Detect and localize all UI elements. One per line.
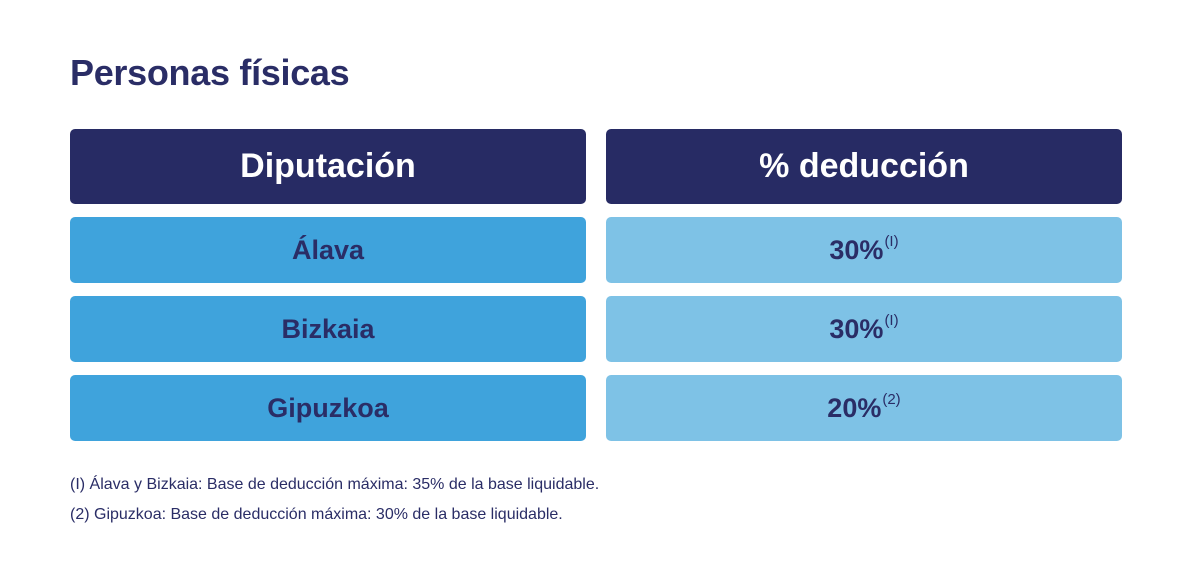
footnotes: (I) Álava y Bizkaia: Base de deducción m… [70,470,599,530]
footnote-marker: (I) [884,232,899,250]
footnote-marker: (2) [882,390,901,408]
header-deduccion: % deducción [606,129,1122,204]
cell-deduccion: 30% (I) [606,217,1122,283]
table-row: Álava 30% (I) [70,217,1122,283]
cell-deduccion: 20% (2) [606,375,1122,441]
cell-diputacion: Bizkaia [70,296,586,362]
deduction-value: 20% [827,392,882,423]
page-title: Personas físicas [70,52,350,93]
deduction-value: 30% [829,313,884,344]
table-header-row: Diputación % deducción [70,129,1122,204]
header-diputacion: Diputación [70,129,586,204]
footnote: (2) Gipuzkoa: Base de deducción máxima: … [70,506,563,523]
deduction-table: Diputación % deducción Álava 30% (I) Biz… [70,129,1122,454]
deduction-value: 30% [829,234,884,265]
cell-diputacion: Gipuzkoa [70,375,586,441]
cell-diputacion: Álava [70,217,586,283]
footnote-marker: (I) [884,311,899,329]
footnote: (I) Álava y Bizkaia: Base de deducción m… [70,476,600,493]
table-row: Bizkaia 30% (I) [70,296,1122,362]
table-row: Gipuzkoa 20% (2) [70,375,1122,441]
cell-deduccion: 30% (I) [606,296,1122,362]
